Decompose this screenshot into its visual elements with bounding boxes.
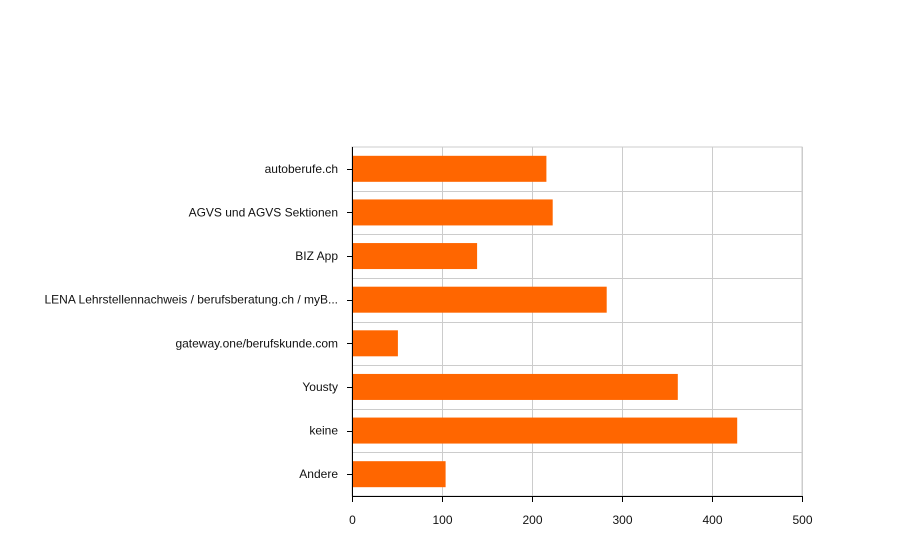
x-tick-label: 100 bbox=[432, 513, 452, 527]
plot-frame bbox=[351, 146, 803, 497]
category-label: AGVS und AGVS Sektionen bbox=[189, 205, 338, 219]
category-label: keine bbox=[309, 424, 338, 438]
grid-layer bbox=[351, 146, 803, 497]
label-layer: autoberufe.ch AGVS und AGVS Sektionen BIZ … bbox=[45, 162, 813, 527]
axis-layer bbox=[347, 147, 803, 502]
category-label: Andere bbox=[299, 467, 338, 481]
category-label: BIZ App bbox=[295, 249, 338, 263]
bar-3 bbox=[353, 286, 607, 313]
bar-7 bbox=[353, 461, 446, 488]
category-label: autoberufe.ch bbox=[265, 162, 338, 176]
category-label: LENA Lehrstellennachweis / berufsberatun… bbox=[45, 293, 339, 307]
bar-6 bbox=[353, 417, 738, 444]
bar-layer bbox=[353, 155, 738, 488]
bar-4 bbox=[353, 330, 398, 357]
bar-5 bbox=[353, 373, 678, 400]
bar-1 bbox=[353, 199, 553, 226]
x-tick-label: 300 bbox=[612, 513, 632, 527]
x-tick-label: 200 bbox=[522, 513, 542, 527]
bar-0 bbox=[353, 155, 547, 182]
x-tick-label: 500 bbox=[792, 513, 812, 527]
bar-2 bbox=[353, 243, 478, 270]
category-label: gateway.one/berufskunde.com bbox=[175, 336, 338, 350]
x-tick-label: 400 bbox=[702, 513, 722, 527]
x-tick-label: 0 bbox=[349, 513, 356, 527]
category-label: Yousty bbox=[302, 380, 338, 394]
